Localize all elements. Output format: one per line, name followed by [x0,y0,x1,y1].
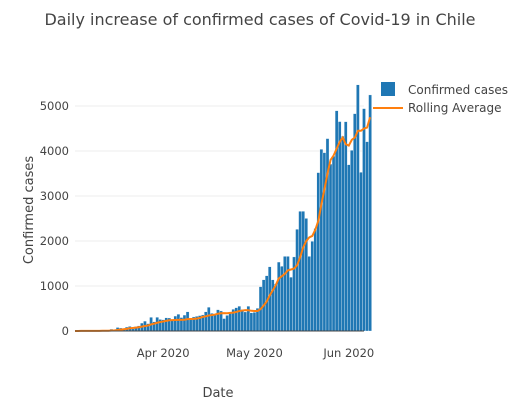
x-tick-label: May 2020 [226,346,283,360]
bar[interactable] [176,314,181,332]
bar[interactable] [353,113,357,332]
bar[interactable] [289,276,293,332]
bar[interactable] [295,229,299,332]
bar[interactable] [310,241,314,332]
bar[interactable] [249,312,254,332]
bar[interactable] [356,84,360,332]
bar[interactable] [222,318,226,332]
bar[interactable] [277,261,281,332]
bar[interactable] [347,164,351,332]
legend-swatch-confirmed-cases [381,82,395,96]
bar[interactable] [286,256,290,332]
y-tick-label: 3000 [40,189,69,203]
bar[interactable] [213,314,217,332]
legend: Confirmed cases Rolling Average [373,82,508,115]
x-tick-label: Apr 2020 [137,346,190,360]
legend-label-rolling-average: Rolling Average [408,101,501,115]
y-tick-label: 5000 [40,99,69,113]
bar[interactable] [350,150,354,332]
bar[interactable] [328,163,333,332]
bar[interactable] [362,108,366,332]
bar[interactable] [331,155,336,332]
y-tick-label: 1000 [40,279,69,293]
legend-item-confirmed-cases[interactable]: Confirmed cases [381,82,508,97]
x-tick-labels: Apr 2020 May 2020 Jun 2020 [137,346,374,360]
bar[interactable] [228,312,232,332]
legend-item-rolling-average[interactable]: Rolling Average [373,101,501,115]
bars-series[interactable] [73,84,372,332]
bar[interactable] [316,172,321,332]
y-tick-labels: 0 1000 2000 3000 4000 5000 [40,99,69,338]
bar[interactable] [334,110,339,332]
bar[interactable] [365,141,369,332]
y-tick-label: 0 [62,324,69,338]
y-tick-label: 2000 [40,234,69,248]
bar[interactable] [319,149,324,332]
bar[interactable] [188,317,193,332]
bar[interactable] [252,312,257,332]
bar[interactable] [368,94,372,332]
x-axis-title: Date [202,386,233,401]
bar[interactable] [313,228,317,332]
bar[interactable] [359,172,363,332]
bar[interactable] [344,121,348,332]
bar[interactable] [182,314,187,332]
bar[interactable] [337,121,342,332]
bar[interactable] [243,311,248,332]
legend-label-confirmed-cases: Confirmed cases [408,83,508,97]
bar[interactable] [185,311,190,332]
bar[interactable] [207,307,211,332]
y-tick-label: 4000 [40,144,69,158]
bar[interactable] [341,136,345,332]
bar[interactable] [204,311,208,332]
bar[interactable] [225,315,229,332]
bar[interactable] [170,320,175,332]
bar[interactable] [304,218,308,332]
bar[interactable] [173,315,178,332]
bar[interactable] [155,317,159,332]
x-tick-label: Jun 2020 [322,346,374,360]
bar[interactable] [307,256,311,332]
chart-title: Daily increase of confirmed cases of Cov… [44,10,475,29]
bar[interactable] [283,256,287,332]
y-axis-title: Confirmed cases [22,156,37,265]
bar[interactable] [274,283,278,332]
rolling-average-line[interactable] [75,116,372,332]
bar[interactable] [301,211,305,332]
bar[interactable] [298,211,302,332]
bar[interactable] [240,309,244,332]
